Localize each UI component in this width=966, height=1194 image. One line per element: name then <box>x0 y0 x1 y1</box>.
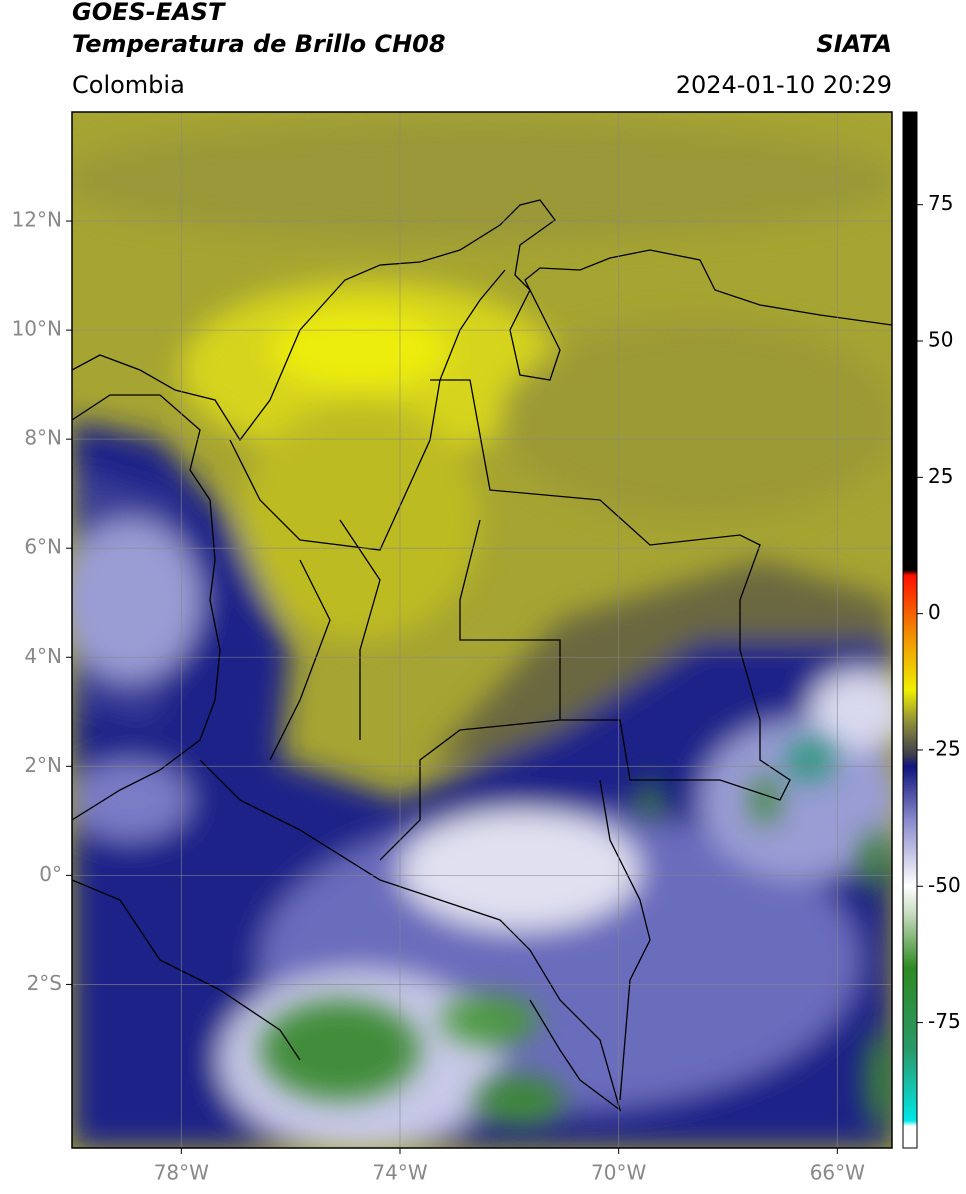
y-tick-label: 4°N <box>24 644 62 668</box>
colorbar-label: 0 <box>928 600 941 624</box>
y-tick-label: 12°N <box>12 208 62 232</box>
title: GOES-EAST <box>72 0 226 26</box>
x-tick-label: 78°W <box>154 1161 209 1185</box>
datetime: 2024-01-10 20:29 <box>676 71 892 99</box>
colorbar <box>902 111 918 1149</box>
y-tick-label: 0° <box>39 862 62 886</box>
grid <box>72 112 892 1148</box>
x-tick-label: 74°W <box>372 1161 427 1185</box>
satellite-image <box>72 112 892 1148</box>
region: Colombia <box>72 71 185 99</box>
colorbar-label: -75 <box>928 1009 961 1033</box>
y-tick-label: 10°N <box>12 317 62 341</box>
x-tick-label: 66°W <box>810 1161 865 1185</box>
colorbar-label: 25 <box>928 464 953 488</box>
y-tick-label: 6°N <box>24 535 62 559</box>
y-tick-label: 2°N <box>24 753 62 777</box>
colorbar-label: 75 <box>928 191 953 215</box>
subtitle: Temperatura de Brillo CH08 <box>72 30 446 58</box>
colorbar-label: -50 <box>928 873 961 897</box>
y-tick-label: 8°N <box>24 426 62 450</box>
source: SIATA <box>816 30 892 58</box>
colorbar-label: -25 <box>928 736 961 760</box>
borders <box>72 199 892 1112</box>
x-tick-label: 70°W <box>591 1161 646 1185</box>
ticks: 78°W 74°W 70°W 66°W 12°N 10°N 8°N 6°N 4°N 2°N 0° 2°… <box>12 191 961 1184</box>
map-frame <box>71 111 893 1149</box>
colorbar-label: 50 <box>928 328 953 352</box>
y-tick-label: 2°S <box>27 971 62 995</box>
